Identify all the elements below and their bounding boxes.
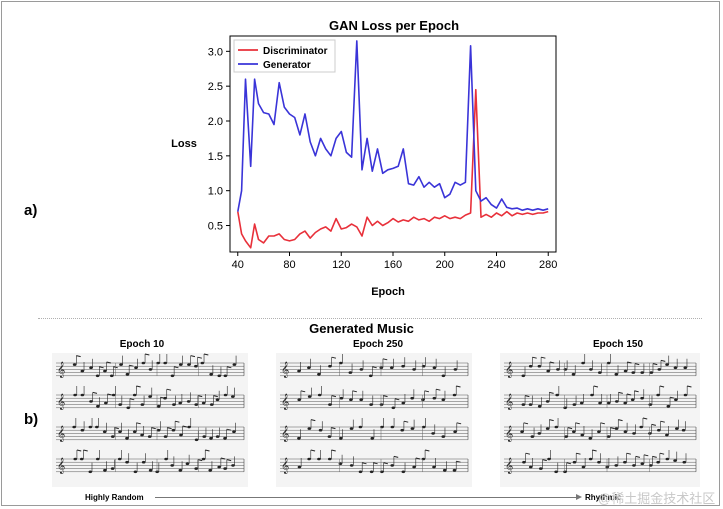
legend-entry-discriminator: Discriminator (263, 46, 328, 57)
x-tick-label: 240 (487, 259, 505, 271)
music-section-title: Generated Music (309, 321, 414, 336)
sheet-music-epoch-250: 𝄞 𝄞 𝄞 𝄞 (276, 353, 472, 487)
legend: Discriminator Generator (233, 39, 336, 73)
sheet-music-epoch-10: 𝄞 𝄞 𝄞 𝄞 (52, 353, 248, 487)
y-tick-label: 2.0 (208, 116, 223, 128)
series-line-generator (237, 40, 549, 212)
svg-text:𝄞: 𝄞 (281, 362, 289, 378)
sheet-music-epoch-150: 𝄞 𝄞 𝄞 𝄞 (500, 353, 700, 487)
x-tick-label: 200 (436, 259, 454, 271)
legend-entry-generator: Generator (263, 60, 311, 71)
x-tick-label: 120 (332, 259, 350, 271)
svg-text:𝄞: 𝄞 (57, 362, 65, 378)
svg-text:𝄞: 𝄞 (281, 426, 289, 442)
svg-text:𝄞: 𝄞 (57, 426, 65, 442)
scale-label-random: Highly Random (85, 493, 144, 502)
panel-label-a: a) (24, 202, 38, 219)
sheet-label-epoch-250: Epoch 250 (352, 339, 404, 350)
y-tick-label: 3.0 (208, 46, 223, 58)
svg-text:𝄞: 𝄞 (57, 394, 65, 410)
y-tick-label: 1.5 (208, 151, 223, 163)
svg-text:𝄞: 𝄞 (281, 458, 289, 474)
section-divider (38, 318, 702, 319)
svg-text:𝄞: 𝄞 (505, 362, 513, 378)
loss-chart: GAN Loss per Epoch Loss Epoch 40 80 120 160… (171, 18, 557, 298)
y-axis-label: Loss (171, 138, 197, 150)
svg-text:𝄞: 𝄞 (281, 394, 289, 410)
y-tick-label: 2.5 (208, 81, 223, 93)
arrow-head-icon (576, 494, 582, 500)
x-tick-label: 160 (384, 259, 402, 271)
y-tick-label: 1.0 (208, 186, 223, 198)
x-tick-label: 280 (539, 259, 557, 271)
svg-text:𝄞: 𝄞 (505, 394, 513, 410)
chart-title: GAN Loss per Epoch (329, 18, 459, 33)
watermark: @稀土掘金技术社区 (598, 491, 716, 506)
y-tick-label: 0.5 (208, 221, 223, 233)
scale-label-rhythmic: Rhythmic (585, 493, 622, 502)
series-line-discriminator (237, 88, 549, 249)
svg-text:𝄞: 𝄞 (505, 458, 513, 474)
svg-text:𝄞: 𝄞 (505, 426, 513, 442)
x-tick-label: 80 (283, 259, 295, 271)
panel-label-b: b) (24, 411, 39, 428)
x-axis-label: Epoch (371, 286, 405, 298)
x-tick-label: 40 (232, 259, 244, 271)
svg-text:𝄞: 𝄞 (57, 458, 65, 474)
sheet-label-epoch-10: Epoch 10 (119, 339, 165, 350)
sheet-label-epoch-150: Epoch 150 (592, 339, 644, 350)
randomness-scale-arrow (155, 497, 577, 498)
